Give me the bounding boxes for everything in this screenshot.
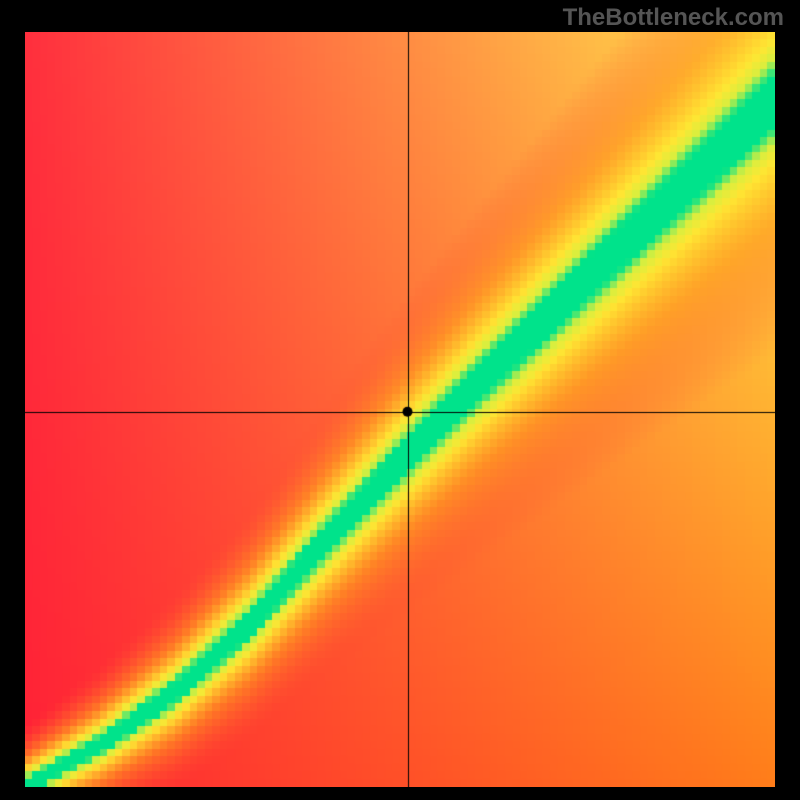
watermark-text: TheBottleneck.com [563, 4, 784, 32]
chart-container: { "watermark": { "text": "TheBottleneck.… [0, 0, 800, 800]
bottleneck-heatmap [25, 32, 775, 787]
